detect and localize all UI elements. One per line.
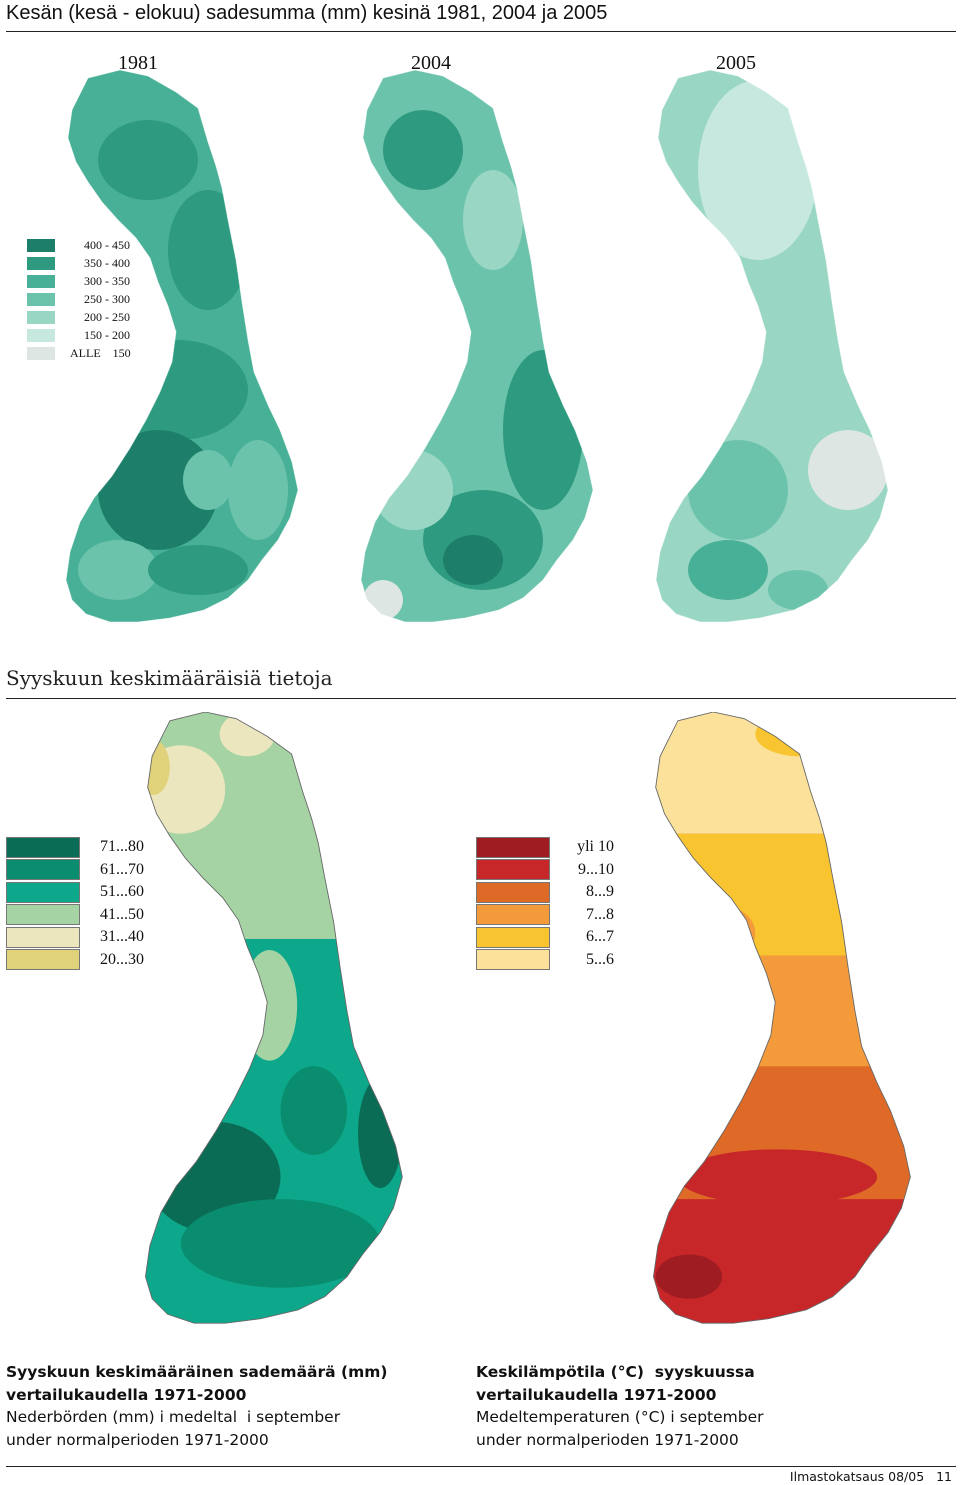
legend-item: 150 - 200 xyxy=(26,326,130,344)
caption-line: vertailukaudella 1971-2000 xyxy=(476,1385,717,1404)
legend-swatch xyxy=(26,255,56,271)
header-rule xyxy=(6,31,956,32)
map-1981 xyxy=(18,70,348,630)
legend-item: 61...70 xyxy=(6,859,144,882)
footer-text: Ilmastokatsaus 08/05 11 xyxy=(789,1469,952,1484)
caption-line: under normalperioden 1971-2000 xyxy=(476,1430,739,1449)
page-title: Kesän (kesä - elokuu) sadesumma (mm) kes… xyxy=(6,2,608,24)
legend-label: yli 10 xyxy=(577,838,614,856)
legend-item: 6...7 xyxy=(476,926,614,949)
legend-label: 6...7 xyxy=(586,928,614,946)
legend-label: 400 - 450 xyxy=(84,237,130,252)
legend-label: 150 - 200 xyxy=(84,327,130,342)
legend-item: 7...8 xyxy=(476,904,614,927)
legend-item: 20...30 xyxy=(6,949,144,972)
caption-line: Nederbörden (mm) i medeltal i september xyxy=(6,1408,341,1426)
legend-label: 200 - 250 xyxy=(84,309,130,324)
legend-swatch xyxy=(26,345,56,361)
legend-label: 7...8 xyxy=(586,905,614,923)
caption-line: Syyskuun keskimääräinen sademäärä (mm) xyxy=(6,1363,388,1381)
footer-rule xyxy=(6,1466,956,1467)
legend-label: ALLE 150 xyxy=(70,345,131,360)
legend-label: 300 - 350 xyxy=(84,273,130,288)
year-label-2004: 2004 xyxy=(411,52,451,74)
year-label-2005: 2005 xyxy=(716,52,756,74)
legend-label: 71...80 xyxy=(100,838,144,856)
legend-swatch xyxy=(6,949,80,971)
legend-item: 5...6 xyxy=(476,949,614,972)
summer-precip-legend: 400 - 450 350 - 400 300 - 350 250 - 300 … xyxy=(26,236,131,362)
legend-swatch xyxy=(26,291,56,307)
year-label-1981: 1981 xyxy=(118,52,158,74)
legend-swatch xyxy=(6,881,80,903)
map-2005 xyxy=(608,70,938,630)
legend-item: 300 - 350 xyxy=(26,272,130,290)
map-2004 xyxy=(313,70,643,630)
legend-swatch xyxy=(6,904,80,926)
legend-item: 400 - 450 xyxy=(26,236,130,254)
legend-item: 41...50 xyxy=(6,904,144,927)
legend-item: 8...9 xyxy=(476,881,614,904)
legend-item: 200 - 250 xyxy=(26,308,130,326)
legend-swatch xyxy=(26,327,56,343)
legend-swatch xyxy=(26,273,56,289)
section-rule xyxy=(6,698,956,699)
september-precip-legend: 71...80 61...70 51...60 41...50 31...40 … xyxy=(6,836,144,971)
legend-item: 9...10 xyxy=(476,859,614,882)
legend-label: 350 - 400 xyxy=(84,255,130,270)
legend-swatch xyxy=(476,881,550,903)
section-title: Syyskuun keskimääräisiä tietoja xyxy=(6,666,333,690)
caption-temp: Keskilämpötila (°C) syyskuussa vertailuk… xyxy=(476,1361,764,1451)
legend-item: ALLE 150 xyxy=(26,344,131,362)
legend-swatch xyxy=(476,859,550,881)
caption-line: Medeltemperaturen (°C) i september xyxy=(476,1408,764,1426)
caption-line: under normalperioden 1971-2000 xyxy=(6,1430,269,1449)
legend-label: 250 - 300 xyxy=(84,291,130,306)
september-temp-legend: yli 10 9...10 8...9 7...8 6...7 5...6 xyxy=(476,836,614,971)
legend-swatch xyxy=(6,926,80,948)
legend-label: 8...9 xyxy=(586,883,614,901)
legend-swatch xyxy=(476,926,550,948)
legend-item: 51...60 xyxy=(6,881,144,904)
map-september-temp xyxy=(608,712,958,1332)
legend-item: 71...80 xyxy=(6,836,144,859)
legend-swatch xyxy=(476,836,550,858)
legend-swatch xyxy=(26,237,56,253)
legend-item: 250 - 300 xyxy=(26,290,130,308)
legend-item: 31...40 xyxy=(6,926,144,949)
legend-swatch xyxy=(26,309,56,325)
legend-label: 41...50 xyxy=(100,905,144,923)
caption-line: vertailukaudella 1971-2000 xyxy=(6,1385,247,1404)
legend-swatch xyxy=(476,904,550,926)
legend-swatch xyxy=(6,859,80,881)
legend-swatch xyxy=(6,836,80,858)
legend-label: 61...70 xyxy=(100,860,144,878)
caption-line: Keskilämpötila (°C) syyskuussa xyxy=(476,1363,755,1381)
legend-label: 31...40 xyxy=(100,928,144,946)
legend-label: 20...30 xyxy=(100,950,144,968)
legend-label: 51...60 xyxy=(100,883,144,901)
legend-swatch xyxy=(476,949,550,971)
legend-label: 9...10 xyxy=(578,860,614,878)
legend-item: 350 - 400 xyxy=(26,254,130,272)
map-september-precip xyxy=(100,712,450,1332)
caption-precip: Syyskuun keskimääräinen sademäärä (mm) v… xyxy=(6,1361,387,1451)
legend-item: yli 10 xyxy=(476,836,614,859)
legend-label: 5...6 xyxy=(586,950,614,968)
